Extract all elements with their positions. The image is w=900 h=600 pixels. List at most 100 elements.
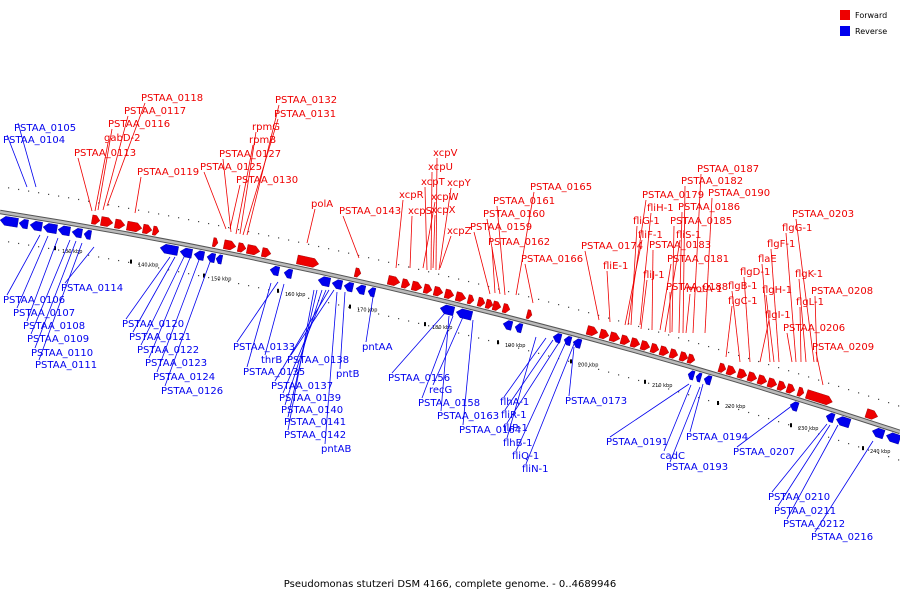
forward-leader-line (639, 212, 652, 326)
tick-mark (424, 322, 426, 327)
reverse-leader-line (148, 257, 191, 359)
legend-reverse-swatch (840, 26, 850, 36)
dot (478, 283, 480, 285)
dot (68, 197, 70, 199)
dot (458, 278, 460, 280)
reverse-gene-label-pstaa-0158: PSTAA_0158 (418, 398, 480, 409)
reverse-gene-label-pstaa-0164: PSTAA_0164 (459, 425, 521, 436)
forward-gene-label-xcpy: xcpY (447, 178, 472, 189)
forward-gene-label-flgi-1: flgI-1 (765, 310, 791, 321)
dot (618, 320, 620, 322)
reverse-leader-line (38, 242, 83, 361)
dot (508, 291, 510, 293)
dot (588, 366, 590, 368)
dot (518, 293, 520, 295)
dot (738, 354, 740, 357)
dot (818, 379, 820, 381)
dot (228, 280, 230, 283)
dot (688, 340, 690, 342)
dot (848, 389, 850, 391)
forward-leader-line (106, 102, 146, 207)
dot (508, 345, 510, 347)
dot (768, 363, 770, 366)
reverse-leader-line (609, 383, 690, 438)
forward-leader-line (239, 131, 257, 235)
forward-gene-label-pstaa-0174: PSTAA_0174 (581, 241, 643, 252)
dot (478, 337, 480, 339)
forward-leader-line (795, 218, 815, 363)
dot (408, 266, 410, 268)
forward-gene-label-pstaa-0186: PSTAA_0186 (678, 202, 740, 213)
forward-gene-label-pstaa-0127: PSTAA_0127 (219, 149, 281, 160)
forward-leader-line (685, 293, 691, 334)
forward-leader-line (659, 263, 672, 331)
forward-gene-label-flgc-1: flgC-1 (728, 296, 758, 307)
reverse-gene-27 (695, 372, 703, 383)
reverse-gene-label-pstaa-0142: PSTAA_0142 (284, 430, 346, 441)
forward-gene-label-flgf-1: flgF-1 (767, 239, 795, 250)
dot (898, 459, 900, 461)
dot (878, 452, 880, 454)
reverse-gene-22 (514, 323, 524, 334)
reverse-leader-line (663, 384, 692, 452)
dot (328, 302, 330, 304)
forward-leader-line (432, 214, 436, 269)
forward-gene-1 (100, 216, 114, 227)
forward-gene-6 (211, 237, 219, 248)
forward-leader-line (765, 294, 775, 363)
reverse-gene-label-cadc: cadC (660, 451, 685, 462)
forward-gene-5 (151, 225, 160, 236)
forward-gene-label-pstaa-0119: PSTAA_0119 (137, 167, 199, 178)
tick-mark (570, 359, 572, 364)
reverse-leader-line (164, 261, 211, 387)
forward-gene-label-pstaa-0118: PSTAA_0118 (141, 93, 203, 104)
dot (858, 392, 860, 394)
reverse-leader-line (568, 346, 575, 397)
dot (218, 278, 220, 281)
reverse-leader-line (432, 316, 464, 386)
forward-gene-label-flij-1: fliJ-1 (643, 270, 665, 281)
forward-gene-label-pstaa-0130: PSTAA_0130 (236, 175, 298, 186)
reverse-leader-line (339, 291, 346, 370)
reverse-gene-5 (71, 228, 83, 239)
reverse-leader-line (264, 283, 285, 356)
reverse-leader-line (324, 291, 338, 445)
dot (318, 245, 320, 248)
reverse-leader-line (504, 339, 554, 411)
reverse-gene-label-pstaa-0194: PSTAA_0194 (686, 432, 748, 443)
dot (138, 209, 140, 211)
forward-gene-label-flis-1: fliS-1 (676, 230, 701, 241)
tick-mark (717, 401, 719, 406)
reverse-gene-15 (331, 279, 344, 290)
reverse-leader-line (26, 237, 59, 322)
reverse-leader-line (132, 256, 176, 333)
forward-leader-lines (77, 102, 824, 386)
reverse-gene-0 (0, 216, 19, 228)
forward-gene-47 (864, 408, 878, 420)
tick-mark (54, 246, 56, 251)
forward-leader-line (306, 208, 316, 244)
reverse-gene-label-pstaa-0104: PSTAA_0104 (3, 135, 65, 146)
reverse-leader-line (777, 424, 831, 507)
dot (268, 289, 270, 291)
dot (38, 246, 40, 248)
reverse-gene-7 (159, 244, 179, 256)
reverse-gene-17 (355, 284, 367, 296)
forward-gene-label-mota-1: motA-1 (686, 284, 722, 295)
forward-gene-label-xcps: xcpS (408, 206, 432, 217)
dot (748, 357, 750, 360)
forward-gene-22 (484, 298, 494, 309)
dot (358, 254, 360, 257)
reverse-gene-1 (18, 219, 29, 230)
dot (258, 233, 260, 235)
reverse-gene-label-pstaa-0163: PSTAA_0163 (437, 411, 499, 422)
forward-gene-25 (525, 309, 533, 320)
forward-gene-label-xcpx: xcpX (431, 205, 456, 216)
forward-gene-43 (776, 380, 787, 391)
reverse-gene-18 (367, 287, 377, 298)
reverse-gene-11 (215, 254, 224, 265)
reverse-gene-label-recg: recG (429, 385, 452, 396)
forward-leader-line (134, 176, 142, 214)
legend: Forward Reverse (840, 10, 887, 36)
